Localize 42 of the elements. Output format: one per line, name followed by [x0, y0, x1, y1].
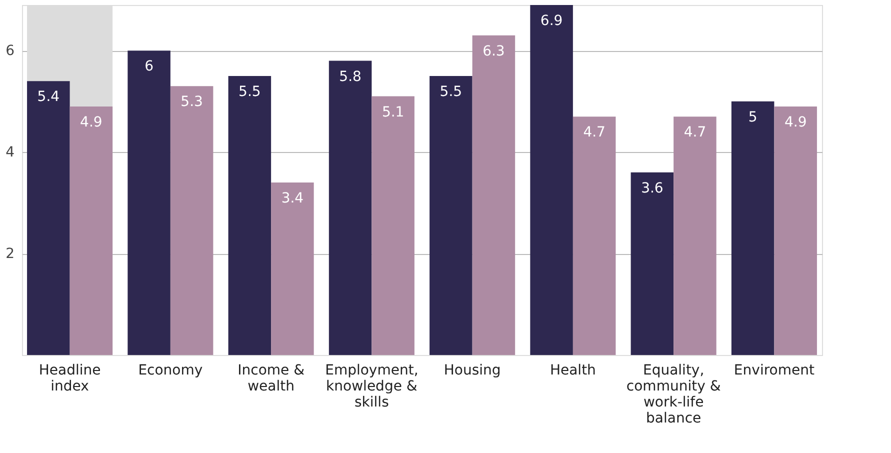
bar	[430, 76, 472, 355]
x-tick-label: Economy	[138, 362, 203, 378]
data-label: 3.4	[281, 190, 304, 207]
data-label: 6.9	[540, 13, 563, 29]
data-label: 5.5	[440, 84, 462, 100]
bar	[572, 116, 616, 355]
bar	[228, 76, 272, 355]
x-tick-label: Employment, knowledge & skills	[325, 362, 418, 410]
data-label: 3.6	[641, 180, 664, 196]
data-label: 4.9	[784, 114, 807, 130]
data-label: 6	[144, 58, 154, 75]
x-tick-label: Housing	[444, 362, 501, 378]
bar	[630, 172, 674, 355]
data-label: 4.7	[684, 124, 706, 141]
bar	[170, 86, 214, 355]
bar	[472, 35, 516, 355]
data-label: 5.5	[238, 84, 261, 100]
bar	[128, 50, 170, 355]
bar	[372, 96, 414, 355]
x-tick-label: Headline index	[38, 362, 101, 394]
y-tick-label: 4	[6, 144, 15, 161]
bar	[530, 5, 573, 355]
data-label: 5.3	[180, 94, 203, 110]
bar	[271, 182, 314, 355]
bar	[731, 101, 774, 355]
data-label: 6.3	[482, 43, 505, 60]
data-label: 5.8	[339, 68, 362, 85]
bar	[674, 116, 716, 355]
bar	[70, 106, 113, 355]
x-tick-label: Health	[550, 362, 596, 378]
data-label: 5.4	[37, 89, 60, 106]
data-label: 5.1	[382, 104, 404, 120]
y-tick-label: 2	[6, 246, 14, 262]
data-label: 4.9	[80, 114, 102, 130]
bar	[774, 106, 817, 355]
bar	[328, 60, 372, 355]
x-tick-label: Enviroment	[734, 362, 815, 378]
x-tick-label: Income & wealth	[238, 362, 305, 394]
x-tick-label: Equality, community & work-life balance	[626, 362, 721, 426]
data-label: 4.7	[583, 124, 606, 141]
y-tick-label: 6	[6, 43, 15, 60]
data-label: 5	[748, 109, 758, 126]
